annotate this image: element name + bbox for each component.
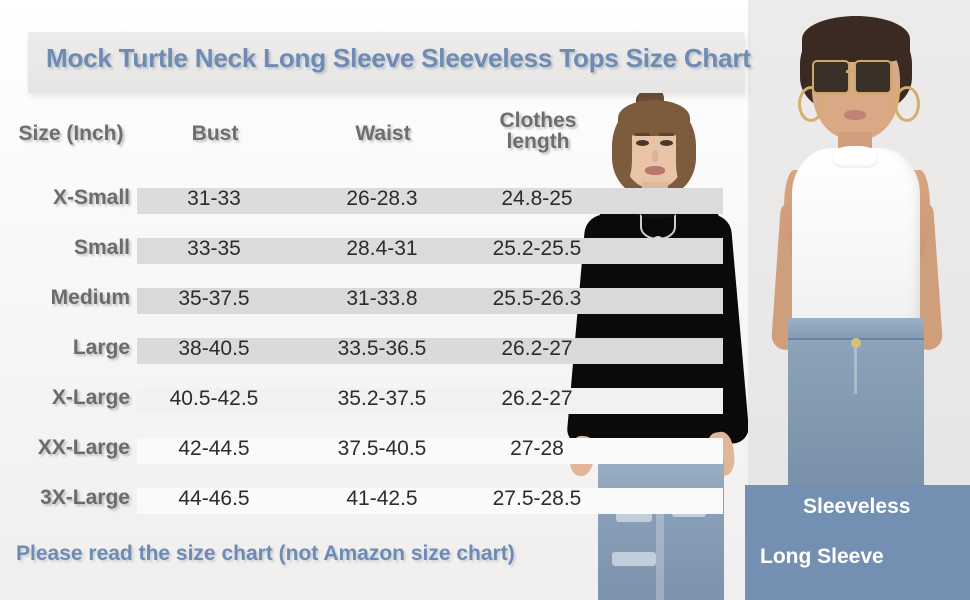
- sleeveless-label: Sleeveless: [803, 495, 911, 518]
- model-a-eyebrow-left: [635, 133, 650, 136]
- model-b-jeans-button: [851, 338, 861, 348]
- model-a-lips: [645, 166, 665, 175]
- row-waist-value: 33.5-36.5: [337, 337, 427, 360]
- model-b-sleeveless-top: [792, 148, 920, 328]
- model-b-mock-neck-collar: [832, 146, 878, 168]
- row-size-label: XX-Large: [37, 436, 130, 459]
- model-a-hair-right: [676, 118, 693, 184]
- row-waist-value: 41-42.5: [346, 487, 418, 510]
- row-waist-value: 26-28.3: [346, 187, 418, 210]
- row-size-label: X-Small: [52, 186, 130, 209]
- row-bust-value: 31-33: [187, 187, 241, 210]
- model-b-hoop-earring-right: [894, 86, 920, 122]
- row-size-label: Medium: [50, 286, 130, 309]
- model-b-lips: [844, 110, 866, 120]
- row-size-label: Small: [73, 236, 130, 259]
- row-length-value: 24.8-25: [501, 187, 573, 210]
- row-bust-value: 33-35: [187, 237, 241, 260]
- long-sleeve-label: Long Sleeve: [760, 545, 884, 568]
- model-b-sunglasses-left-lens: [812, 60, 850, 94]
- row-length-value: 25.5-26.3: [492, 287, 582, 310]
- row-bust-value: 42-44.5: [178, 437, 250, 460]
- model-b-sunglasses-right-lens: [854, 60, 892, 94]
- model-a-eye-right: [660, 140, 673, 146]
- row-length-value: 25.2-25.5: [492, 237, 582, 260]
- row-waist-value: 35.2-37.5: [337, 387, 427, 410]
- model-a-jeans-seam: [656, 500, 664, 600]
- column-header-clothes-length-line2: length: [506, 130, 570, 153]
- column-header-size: Size (Inch): [18, 122, 124, 145]
- row-band: [137, 288, 723, 314]
- page-title: Mock Turtle Neck Long Sleeve Sleeveless …: [46, 43, 751, 73]
- jeans-rip: [612, 552, 656, 566]
- column-header-clothes-length-line1: Clothes: [499, 109, 577, 132]
- model-a-hair-left: [616, 118, 632, 180]
- row-size-label: 3X-Large: [40, 486, 130, 509]
- model-a-eye-left: [636, 140, 649, 146]
- model-b-sunglasses-bridge: [846, 70, 856, 73]
- model-a-nose: [652, 150, 658, 162]
- row-length-value: 26.2-27: [501, 337, 573, 360]
- footer-note: Please read the size chart (not Amazon s…: [16, 542, 515, 565]
- row-bust-value: 38-40.5: [178, 337, 250, 360]
- row-length-value: 27.5-28.5: [492, 487, 582, 510]
- row-band: [137, 188, 723, 214]
- model-b-hoop-earring-left: [798, 86, 824, 122]
- row-band: [137, 438, 723, 464]
- model-b-hair-top: [802, 16, 910, 62]
- row-bust-value: 40.5-42.5: [169, 387, 259, 410]
- label-banner: [745, 485, 970, 600]
- row-bust-value: 35-37.5: [178, 287, 250, 310]
- row-waist-value: 28.4-31: [346, 237, 418, 260]
- title-band: [28, 32, 744, 93]
- row-band: [137, 488, 723, 514]
- model-a-jeans: [598, 448, 724, 600]
- column-header-clothes-length: Clothes length: [478, 110, 598, 152]
- model-b-jeans-fly: [854, 348, 857, 394]
- row-length-value: 27-28: [510, 437, 564, 460]
- row-waist-value: 37.5-40.5: [337, 437, 427, 460]
- row-band: [137, 238, 723, 264]
- row-band: [137, 338, 723, 364]
- model-a-eyebrow-right: [659, 133, 674, 136]
- row-size-label: Large: [72, 336, 130, 359]
- row-length-value: 26.2-27: [501, 387, 573, 410]
- row-bust-value: 44-46.5: [178, 487, 250, 510]
- row-size-label: X-Large: [51, 386, 130, 409]
- row-waist-value: 31-33.8: [346, 287, 418, 310]
- row-band: [137, 388, 723, 414]
- column-header-waist: Waist: [355, 122, 411, 145]
- column-header-bust: Bust: [191, 122, 239, 145]
